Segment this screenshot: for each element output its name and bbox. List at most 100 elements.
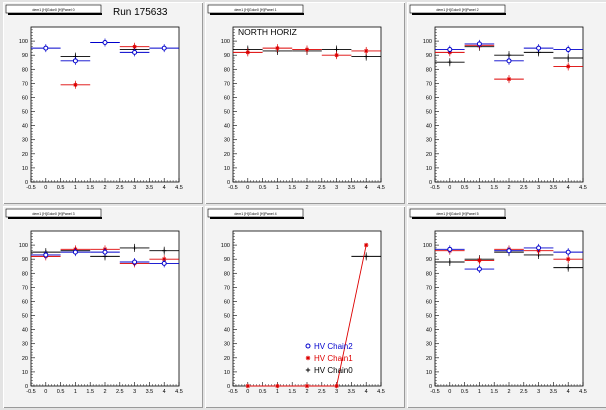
x-tick-label: 1 <box>276 185 279 191</box>
plot-pad[interactable]: dem1 [H]Gdor0 [H]Panel 4 0 10 20 30 40 50 60 70 8… <box>205 206 405 408</box>
x-tick-label: 2.5 <box>520 389 528 395</box>
y-tick-label: 10 <box>426 166 432 172</box>
data-point <box>364 242 369 248</box>
x-tick-label: 1 <box>276 389 279 395</box>
data-point <box>351 46 381 55</box>
data-point <box>304 383 310 389</box>
x-tick-label: 2 <box>305 185 308 191</box>
data-point <box>523 44 554 53</box>
plot-pad[interactable]: dem1 [H]Gdor0 [H]Panel 2 0 10 20 30 40 50 60 70 8… <box>407 2 606 204</box>
x-tick-label: 2.5 <box>116 389 124 395</box>
legend-circle-icon <box>305 343 311 349</box>
marker-circle <box>536 245 542 251</box>
marker-star <box>245 383 250 389</box>
y-tick-label: 30 <box>22 342 28 348</box>
marker-cross <box>364 54 369 59</box>
marker-circle <box>132 259 138 265</box>
x-tick-label: -0.5 <box>26 185 35 191</box>
y-tick-label: 70 <box>224 285 230 291</box>
y-tick-label: 80 <box>22 271 28 277</box>
x-tick-label: 3.5 <box>348 185 356 191</box>
x-tick-label: -0.5 <box>228 185 237 191</box>
x-tick-label: 4 <box>365 389 368 395</box>
data-point <box>119 258 150 266</box>
y-tick-label: 90 <box>22 257 28 263</box>
y-tick-label: 100 <box>423 39 432 45</box>
marker-star <box>477 258 482 263</box>
marker-circle <box>102 249 108 255</box>
y-tick-label: 90 <box>426 53 432 59</box>
pad-title-box: dem1 [H]Gdor0 [H]Panel 5 <box>409 208 506 219</box>
y-tick-label: 30 <box>224 342 230 348</box>
x-tick-label: 4.5 <box>175 389 183 395</box>
x-axis: -0.5 0 0.5 1 1.5 2 2.5 3 3.5 4 4.5 <box>430 382 587 395</box>
y-axis: 0 10 20 30 40 50 60 70 80 90 100 <box>423 233 439 390</box>
data-point <box>435 58 465 67</box>
plot-pad[interactable]: dem1 [H]Gdor0 [H]Panel 3 0 10 20 30 40 50 60 70 8… <box>3 206 203 408</box>
x-tick-label: 2 <box>103 389 106 395</box>
x-tick-label: 4 <box>163 389 166 395</box>
y-tick-label: 50 <box>426 314 432 320</box>
data-point <box>149 259 179 268</box>
plot-pad[interactable]: dem1 [H]Gdor0 [H]Panel 0 0 10 20 30 40 50 60 70 8… <box>3 2 203 204</box>
pad-title: dem1 [H]Gdor0 [H]Panel 3 <box>32 212 74 216</box>
y-tick-label: 0 <box>227 384 230 390</box>
marker-star <box>334 52 339 58</box>
plot-frame <box>434 230 584 387</box>
legend-label: HV Chain2 <box>314 342 353 351</box>
marker-cross <box>447 259 452 265</box>
marker-circle <box>476 266 482 272</box>
x-tick-label: 0 <box>246 185 249 191</box>
marker-circle <box>506 58 512 64</box>
y-tick-label: 50 <box>224 314 230 320</box>
y-tick-label: 70 <box>426 81 432 87</box>
y-tick-label: 10 <box>224 370 230 376</box>
x-tick-label: 3 <box>133 389 136 395</box>
pad-title-shadow <box>412 13 506 15</box>
marker-cross <box>162 248 167 253</box>
series-hv-chain0 <box>351 252 381 261</box>
marker-circle <box>536 45 542 51</box>
y-tick-label: 50 <box>22 314 28 320</box>
data-point <box>321 51 352 60</box>
x-tick-label: 0 <box>448 185 451 191</box>
marker-circle <box>161 260 167 266</box>
x-tick-label: 4.5 <box>579 185 587 191</box>
marker-cross <box>566 265 571 270</box>
x-tick-label: 0 <box>448 389 451 395</box>
plot-pad[interactable]: dem1 [H]Gdor0 [H]Panel 5 0 10 20 30 40 50 60 70 8… <box>407 206 606 408</box>
legend-label: HV Chain1 <box>314 354 353 363</box>
x-tick-label: 4.5 <box>377 185 385 191</box>
marker-star <box>275 383 280 389</box>
data-point <box>149 44 179 53</box>
data-point <box>494 56 524 65</box>
x-tick-label: 2 <box>507 389 510 395</box>
x-tick-label: 1.5 <box>288 389 296 395</box>
marker-star <box>275 45 280 51</box>
data-point <box>119 243 150 252</box>
pad-title-box: dem1 [H]Gdor0 [H]Panel 3 <box>5 208 102 219</box>
legend-marker <box>305 355 311 361</box>
x-tick-label: 4.5 <box>579 389 587 395</box>
y-tick-label: 80 <box>426 67 432 73</box>
y-tick-label: 80 <box>22 67 28 73</box>
x-tick-label: 3 <box>537 185 540 191</box>
y-tick-label: 90 <box>224 257 230 263</box>
data-point <box>553 263 583 272</box>
marker-cross <box>364 254 369 259</box>
x-tick-label: 2.5 <box>318 185 326 191</box>
y-tick-label: 90 <box>426 257 432 263</box>
x-tick-label: 1.5 <box>288 185 296 191</box>
plot-pad[interactable]: dem1 [H]Gdor0 [H]Panel 1 NORTH HORIZ 0 10 20… <box>205 2 405 204</box>
y-tick-label: 100 <box>221 39 230 45</box>
y-tick-label: 60 <box>426 95 432 101</box>
data-point <box>553 45 583 54</box>
y-tick-label: 10 <box>22 370 28 376</box>
data-point <box>292 45 322 54</box>
x-tick-label: 3.5 <box>348 389 356 395</box>
data-point <box>90 248 120 257</box>
y-axis: 0 10 20 30 40 50 60 70 80 90 100 <box>19 233 35 390</box>
data-point <box>275 383 280 389</box>
